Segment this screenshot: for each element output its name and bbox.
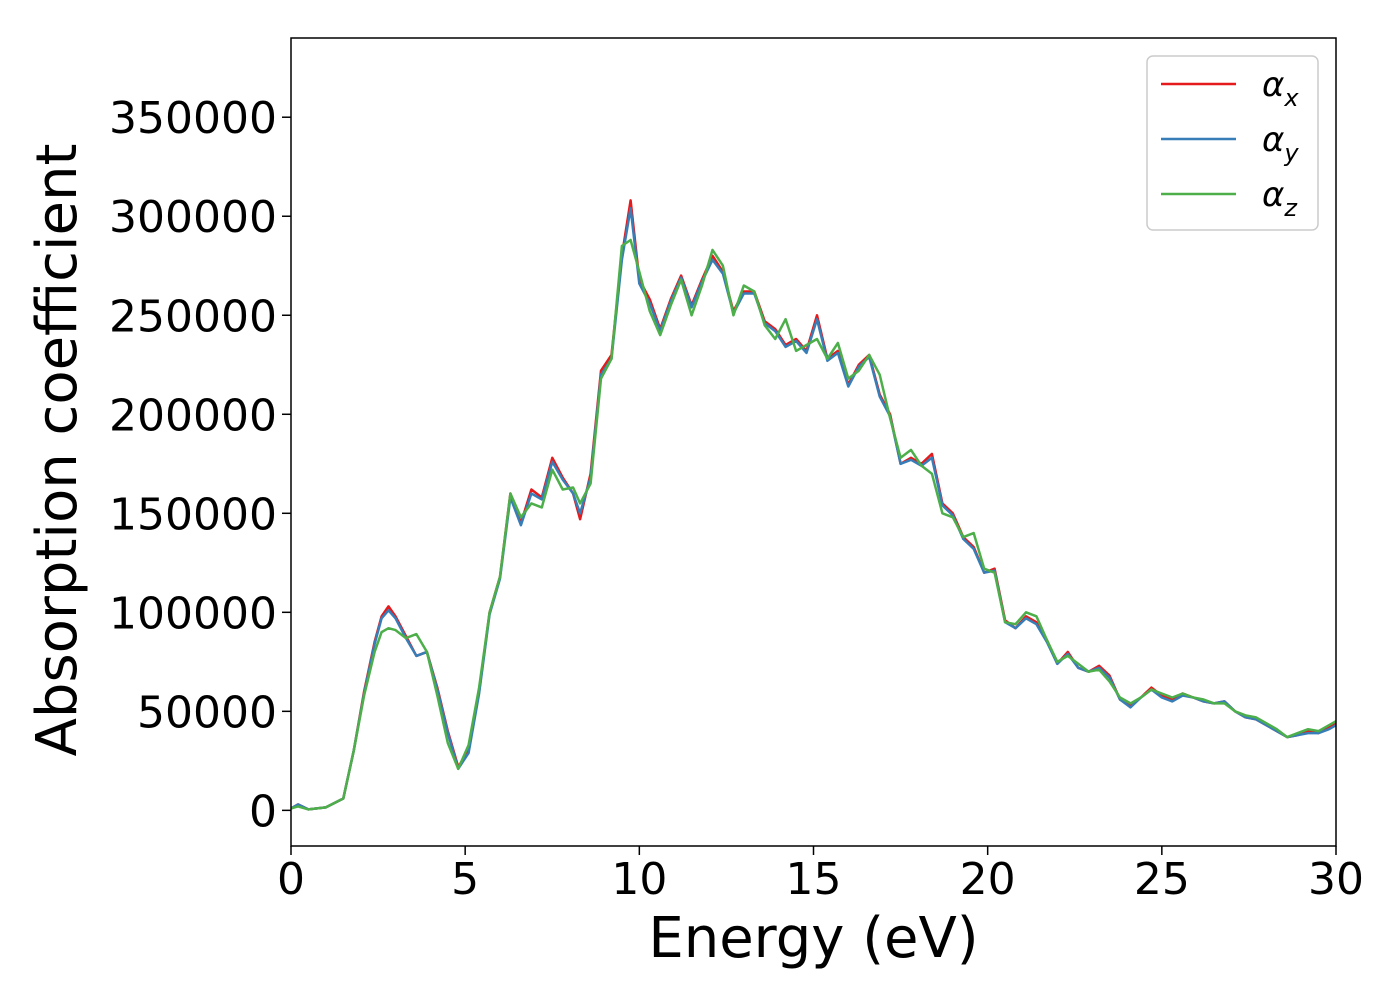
x-tick-label: 10 — [611, 854, 667, 905]
legend-label-y: αy — [1262, 120, 1299, 167]
x-tick-label: 5 — [451, 854, 479, 905]
x-axis-title: Energy (eV) — [648, 906, 978, 971]
y-tick-label: 100000 — [109, 588, 277, 639]
y-tick-label: 50000 — [137, 687, 277, 738]
y-tick-label: 200000 — [109, 390, 277, 441]
x-tick-label: 20 — [960, 854, 1016, 905]
legend-box — [1146, 55, 1319, 231]
y-tick-label: 350000 — [109, 93, 277, 144]
legend: αx αy αz — [1146, 55, 1319, 231]
series-line-x — [291, 199, 1336, 811]
y-axis-title: Absorption coefficient — [25, 144, 90, 757]
legend-label-x: αx — [1262, 65, 1299, 112]
y-tick-label: 300000 — [109, 192, 277, 243]
y-tick-label: 0 — [249, 786, 277, 837]
y-tick-label: 250000 — [109, 291, 277, 342]
x-tick-label: 25 — [1134, 854, 1190, 905]
x-tick-label: 0 — [277, 854, 305, 905]
x-tick-label: 15 — [786, 854, 842, 905]
legend-label-z: αz — [1262, 175, 1298, 222]
series-line-z — [291, 238, 1336, 811]
series-line-y — [291, 207, 1336, 811]
x-tick-label: 30 — [1308, 854, 1364, 905]
y-tick-label: 150000 — [109, 489, 277, 540]
series-lines-layer — [291, 199, 1336, 811]
axis-ticks-layer: 0 5 10 15 20 25 30 0 50000 100000 150000 200000 2500… — [109, 93, 1364, 905]
